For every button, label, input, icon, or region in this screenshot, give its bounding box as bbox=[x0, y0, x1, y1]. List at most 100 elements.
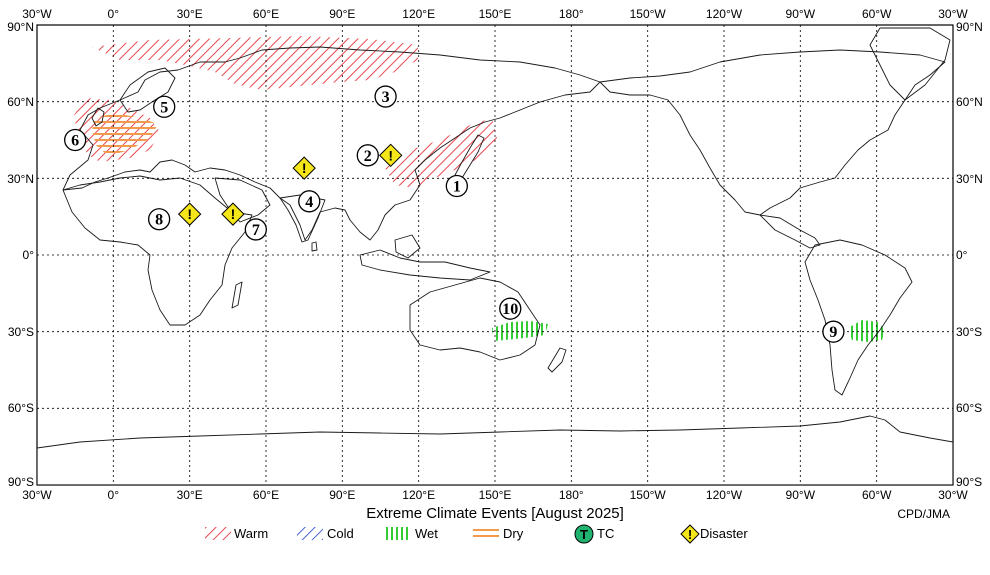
lon-tick: 180° bbox=[559, 488, 584, 502]
land-scandinavia bbox=[119, 67, 176, 113]
lon-tick: 90°E bbox=[329, 7, 355, 21]
disaster-icon bbox=[221, 202, 245, 226]
green-hatch-icon bbox=[385, 527, 411, 540]
disaster-symbol: ! bbox=[388, 147, 393, 163]
wet-region-south-america bbox=[848, 320, 885, 342]
lon-tick: 30°E bbox=[177, 488, 203, 502]
legend-label: Warm bbox=[234, 526, 268, 541]
legend-label: Wet bbox=[415, 526, 438, 541]
lat-tick: 60°S bbox=[8, 401, 34, 415]
lon-tick: 150°E bbox=[479, 7, 512, 21]
disaster-symbol: ! bbox=[187, 206, 192, 222]
marker-number: 9 bbox=[829, 324, 837, 341]
marker-number: 3 bbox=[382, 89, 390, 106]
legend-label: Cold bbox=[327, 526, 354, 541]
land-antarctica bbox=[37, 415, 953, 485]
lon-tick: 120°E bbox=[402, 7, 435, 21]
land-madagascar bbox=[231, 281, 243, 309]
lon-tick: 0° bbox=[108, 488, 120, 502]
marker-number: 1 bbox=[453, 179, 461, 196]
land-japan bbox=[454, 134, 485, 179]
land-borneo bbox=[394, 234, 421, 259]
land-greenland bbox=[869, 27, 951, 101]
legend-item-disaster: ! Disaster bbox=[680, 524, 748, 544]
land-europe-asia bbox=[62, 46, 601, 241]
lat-tick: 90°N bbox=[956, 20, 983, 34]
blue-hatch-icon bbox=[297, 527, 323, 540]
disaster-icon bbox=[177, 202, 202, 226]
lon-tick: 60°W bbox=[862, 488, 892, 502]
lon-tick: 150°E bbox=[479, 488, 512, 502]
map-credit: CPD/JMA bbox=[897, 507, 950, 521]
land-australia bbox=[409, 277, 541, 361]
legend-item-tc: T TC bbox=[574, 524, 614, 544]
wet-regions bbox=[492, 320, 885, 342]
event-marker-5: 5 bbox=[153, 95, 176, 118]
lon-tick: 0° bbox=[108, 7, 120, 21]
lat-tick: 90°S bbox=[956, 475, 982, 489]
marker-circle bbox=[244, 218, 267, 241]
marker-circle bbox=[445, 174, 468, 198]
event-marker-7: 7 bbox=[244, 218, 267, 241]
lon-ticks-bottom: 30°W 0° 30°E 60°E 90°E 120°E 150°E 180° … bbox=[22, 488, 968, 502]
lon-tick: 90°E bbox=[329, 488, 355, 502]
land-se-asia-islands bbox=[359, 249, 491, 281]
lat-tick: 30°N bbox=[956, 172, 983, 186]
legend-item-wet: Wet bbox=[385, 526, 438, 541]
event-marker-1: 1 bbox=[445, 174, 468, 198]
tropical-cyclone-icon bbox=[574, 524, 594, 544]
lon-ticks-top: 30°W 0° 30°E 60°E 90°E 120°E 150°E 180° … bbox=[22, 7, 968, 21]
land-south-america bbox=[804, 239, 913, 396]
event-marker-6: 6 bbox=[64, 128, 87, 152]
land-arabia bbox=[214, 177, 271, 223]
lon-tick: 120°E bbox=[402, 488, 435, 502]
legend-item-warm: Warm bbox=[205, 526, 268, 541]
warm-region-arctic-siberia bbox=[92, 36, 418, 90]
disaster-symbol: ! bbox=[302, 160, 307, 176]
disaster-marker: ! bbox=[378, 143, 403, 168]
marker-number: 5 bbox=[160, 99, 168, 116]
lat-tick: 90°N bbox=[7, 20, 34, 34]
lat-tick: 30°N bbox=[7, 172, 34, 186]
event-marker-10: 10 bbox=[499, 297, 522, 320]
disaster-markers: !!!! bbox=[177, 143, 403, 226]
legend-item-cold: Cold bbox=[297, 526, 354, 541]
dry-regions bbox=[92, 113, 158, 156]
disaster-icon bbox=[680, 524, 700, 544]
lat-tick: 60°S bbox=[956, 401, 982, 415]
warm-region-east-asia bbox=[385, 118, 497, 188]
land-uk bbox=[91, 107, 105, 127]
marker-circle bbox=[64, 128, 87, 152]
marker-number: 8 bbox=[155, 212, 163, 229]
marker-number: 10 bbox=[502, 301, 518, 318]
lon-tick: 30°W bbox=[938, 488, 968, 502]
disaster-icon bbox=[378, 143, 403, 168]
event-marker-4: 4 bbox=[298, 190, 321, 213]
lat-tick: 60°N bbox=[7, 95, 34, 109]
lat-tick: 90°S bbox=[8, 475, 34, 489]
lon-tick: 180° bbox=[559, 7, 584, 21]
event-markers: 1 2 3 4 5 6 7 8 9 10 bbox=[64, 85, 845, 343]
red-hatch-icon bbox=[205, 527, 231, 540]
dry-region-europe bbox=[92, 113, 158, 156]
lat-tick: 30°S bbox=[956, 325, 982, 339]
event-marker-9: 9 bbox=[822, 320, 845, 343]
disaster-marker: ! bbox=[177, 202, 202, 226]
marker-number: 2 bbox=[364, 148, 372, 165]
lat-ticks-left: 90°N 60°N 30°N 0° 30°S 60°S 90°S bbox=[7, 20, 34, 489]
lon-tick: 30°W bbox=[938, 7, 968, 21]
tc-symbol: T bbox=[580, 527, 588, 542]
orange-hatch-icon bbox=[473, 527, 499, 540]
marker-circle bbox=[147, 208, 171, 231]
lon-tick: 30°E bbox=[177, 7, 203, 21]
lon-tick: 60°E bbox=[253, 488, 279, 502]
marker-number: 4 bbox=[305, 194, 313, 211]
land-central-america bbox=[759, 214, 821, 249]
land-sri-lanka bbox=[311, 241, 318, 252]
event-marker-2: 2 bbox=[356, 144, 379, 167]
lat-tick: 0° bbox=[956, 248, 968, 262]
land-new-zealand bbox=[547, 347, 567, 373]
legend-label: TC bbox=[597, 526, 614, 541]
map-title: Extreme Climate Events [August 2025] bbox=[366, 505, 624, 522]
lon-tick: 150°W bbox=[630, 7, 667, 21]
